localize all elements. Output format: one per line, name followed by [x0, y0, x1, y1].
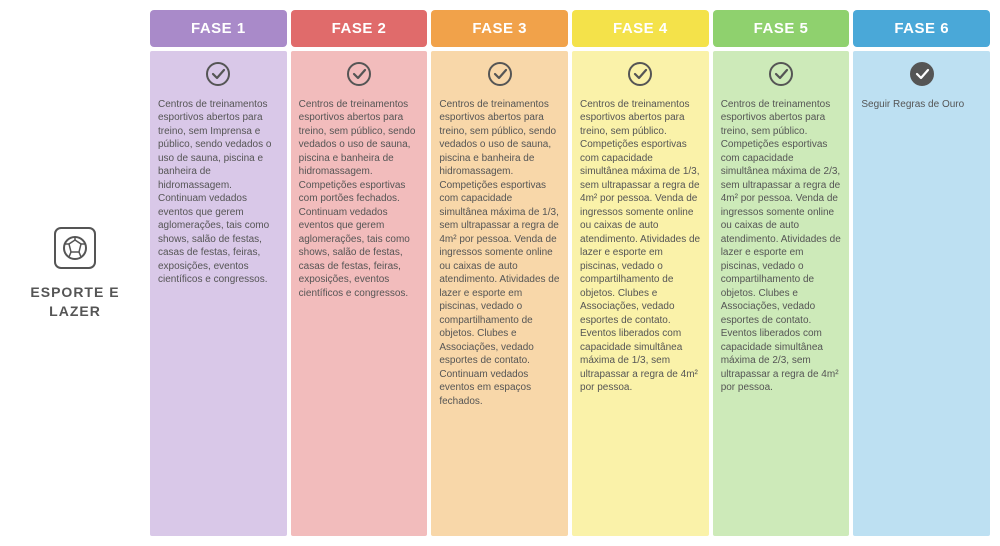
- phase-column: FASE 3 Centros de treinamentos esportivos…: [431, 10, 568, 536]
- phase-column: FASE 6 Seguir Regras de Ouro: [853, 10, 990, 536]
- phase-body: Centros de treinamentos esportivos abert…: [150, 51, 287, 536]
- phase-body: Seguir Regras de Ouro: [853, 51, 990, 536]
- phase-header: FASE 5: [713, 10, 850, 47]
- phase-body: Centros de treinamentos esportivos abert…: [713, 51, 850, 536]
- check-icon: [205, 61, 231, 92]
- phase-body: Centros de treinamentos esportivos abert…: [572, 51, 709, 536]
- category-column: ESPORTE E LAZER: [0, 10, 150, 536]
- phases-row: FASE 1 Centros de treinamentos esportivos…: [150, 10, 990, 536]
- phase-column: FASE 1 Centros de treinamentos esportivos…: [150, 10, 287, 536]
- phase-column: FASE 4 Centros de treinamentos esportivos…: [572, 10, 709, 536]
- phase-column: FASE 5 Centros de treinamentos esportivos…: [713, 10, 850, 536]
- check-icon: [909, 61, 935, 92]
- phase-body: Centros de treinamentos esportivos abert…: [291, 51, 428, 536]
- phase-text: Centros de treinamentos esportivos abert…: [721, 98, 842, 395]
- category-label: ESPORTE E LAZER: [10, 283, 140, 319]
- phase-body: Centros de treinamentos esportivos abert…: [431, 51, 568, 536]
- check-icon: [768, 61, 794, 92]
- phase-text: Centros de treinamentos esportivos abert…: [299, 98, 420, 301]
- check-icon: [346, 61, 372, 92]
- phase-header: FASE 2: [291, 10, 428, 47]
- phase-header: FASE 6: [853, 10, 990, 47]
- phase-text: Centros de treinamentos esportivos abert…: [158, 98, 279, 287]
- phase-header: FASE 3: [431, 10, 568, 47]
- phase-column: FASE 2 Centros de treinamentos esportivos…: [291, 10, 428, 536]
- phase-header: FASE 4: [572, 10, 709, 47]
- sports-icon: [53, 226, 97, 275]
- phase-header: FASE 1: [150, 10, 287, 47]
- layout-container: ESPORTE E LAZER FASE 1 Centros de treinam…: [0, 0, 1000, 546]
- check-icon: [487, 61, 513, 92]
- phase-text: Centros de treinamentos esportivos abert…: [580, 98, 701, 395]
- check-icon: [627, 61, 653, 92]
- phase-text: Seguir Regras de Ouro: [861, 98, 982, 112]
- phase-text: Centros de treinamentos esportivos abert…: [439, 98, 560, 409]
